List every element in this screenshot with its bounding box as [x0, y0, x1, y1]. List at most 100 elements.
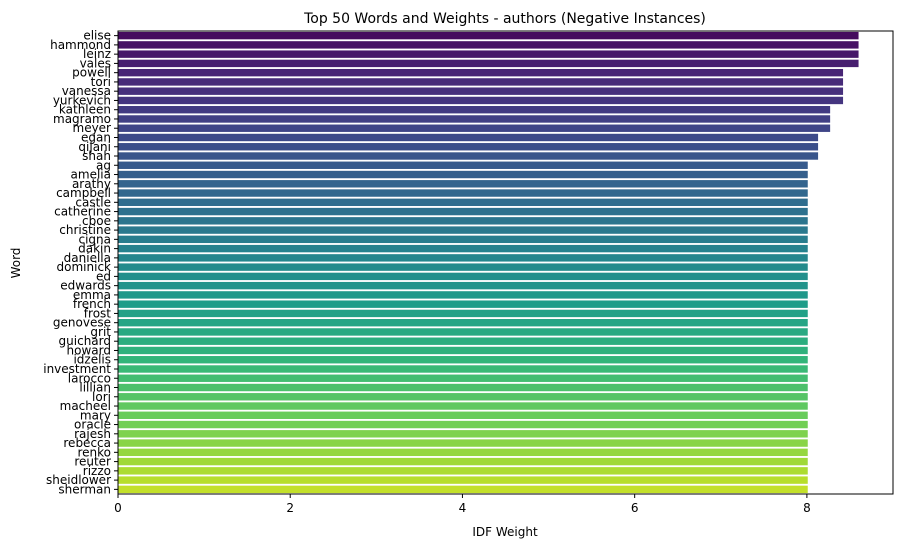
bar-campbell — [118, 189, 808, 197]
y-tick-label: meyer — [73, 121, 112, 135]
bar-sheidlower — [118, 476, 808, 484]
y-tick-label: leinz — [83, 47, 111, 61]
y-tick-label: lillian — [79, 381, 111, 395]
bar-amelia — [118, 170, 808, 179]
x-tick-label: 8 — [803, 501, 811, 515]
y-tick-label: magramo — [53, 112, 111, 126]
bar-powell — [118, 68, 844, 77]
bar-leinz — [118, 50, 859, 58]
bar-idzelis — [118, 356, 808, 364]
bar-sherman — [118, 485, 808, 494]
y-tick-label: ag — [96, 158, 111, 172]
bar-investment — [118, 365, 808, 373]
x-tick-label: 2 — [286, 501, 294, 515]
y-tick-label: mary — [80, 408, 111, 422]
y-tick-label: arathy — [72, 177, 111, 191]
y-tick-label: sheidlower — [46, 473, 111, 487]
y-tick-label: campbell — [56, 186, 111, 200]
bar-elise — [118, 31, 859, 40]
bar-grit — [118, 328, 808, 336]
y-tick-label: larocco — [68, 371, 111, 385]
x-tick-label: 6 — [631, 501, 639, 515]
bar-castle — [118, 198, 808, 207]
bar-frost — [118, 309, 808, 318]
bar-emma — [118, 291, 808, 299]
y-tick-labels: elisehammondleinzvalespowelltorivanessay… — [43, 29, 118, 496]
y-tick-label: emma — [73, 288, 111, 302]
bar-renko — [118, 448, 808, 457]
bar-reuter — [118, 457, 808, 466]
bar-magramo — [118, 115, 831, 123]
x-axis-label: IDF Weight — [472, 525, 538, 539]
y-tick-label: elise — [83, 29, 111, 43]
y-tick-label: french — [73, 297, 111, 311]
bar-macheel — [118, 402, 808, 410]
bar-rajesh — [118, 430, 808, 438]
x-ticks: 0 2 4 6 8 — [114, 494, 811, 515]
bar-catherine — [118, 207, 808, 216]
bar-howard — [118, 346, 808, 355]
y-tick-label: edwards — [60, 279, 111, 293]
y-tick-label: catherine — [54, 205, 111, 219]
y-tick-label: amelia — [71, 168, 111, 182]
bar-genovese — [118, 318, 808, 327]
y-tick-label: sherman — [58, 482, 111, 496]
bar-oracle — [118, 420, 808, 429]
y-tick-label: grit — [90, 325, 111, 339]
y-tick-label: cigna — [78, 232, 111, 246]
bar-lillian — [118, 383, 808, 392]
bar-ag — [118, 161, 808, 169]
y-tick-label: qijani — [78, 140, 111, 154]
bar-kathleen — [118, 106, 831, 114]
y-tick-label: castle — [75, 195, 111, 209]
bar-rizzo — [118, 467, 808, 475]
bar-lori — [118, 393, 808, 401]
y-tick-label: genovese — [53, 316, 111, 330]
bar-vales — [118, 59, 859, 68]
plot-frame — [117, 30, 894, 495]
y-axis-label: Word — [9, 248, 23, 279]
y-tick-label: investment — [43, 362, 111, 376]
x-tick-label: 4 — [459, 501, 467, 515]
bar-rebecca — [118, 439, 808, 447]
y-tick-label: kathleen — [59, 103, 111, 117]
y-tick-label: dominick — [57, 260, 112, 274]
y-tick-label: guichard — [59, 334, 111, 348]
y-tick-label: macheel — [60, 399, 111, 413]
y-tick-label: dakin — [78, 242, 111, 256]
bar-ed — [118, 272, 808, 281]
y-tick-label: vanessa — [62, 84, 111, 98]
bar-tori — [118, 78, 844, 86]
bar-dakin — [118, 244, 808, 253]
x-tick-label: 0 — [114, 501, 122, 515]
y-tick-label: idzelis — [73, 353, 111, 367]
bar-dominick — [118, 263, 808, 271]
bar-cboe — [118, 217, 808, 225]
bar-shah — [118, 152, 819, 160]
bar-yurkevich — [118, 96, 844, 105]
bar-french — [118, 300, 808, 308]
chart-title: Top 50 Words and Weights - authors (Nega… — [303, 11, 706, 27]
bar-egan — [118, 133, 819, 142]
bar-cigna — [118, 235, 808, 244]
y-tick-label: christine — [59, 223, 111, 237]
bar-mary — [118, 411, 808, 419]
y-tick-label: shah — [82, 149, 111, 163]
y-tick-label: reuter — [74, 455, 111, 469]
bar-arathy — [118, 180, 808, 188]
bar-christine — [118, 226, 808, 234]
y-tick-label: renko — [77, 445, 111, 459]
y-tick-label: egan — [81, 130, 111, 144]
bars-group — [118, 31, 859, 494]
bar-daniella — [118, 254, 808, 262]
y-tick-label: lori — [92, 390, 111, 404]
y-tick-label: rizzo — [83, 464, 111, 478]
y-tick-label: howard — [67, 343, 111, 357]
y-tick-label: powell — [72, 66, 111, 80]
bar-hammond — [118, 41, 859, 49]
y-tick-label: rebecca — [63, 436, 111, 450]
y-tick-label: frost — [84, 306, 111, 320]
y-tick-label: daniella — [64, 251, 111, 265]
bar-meyer — [118, 124, 831, 132]
